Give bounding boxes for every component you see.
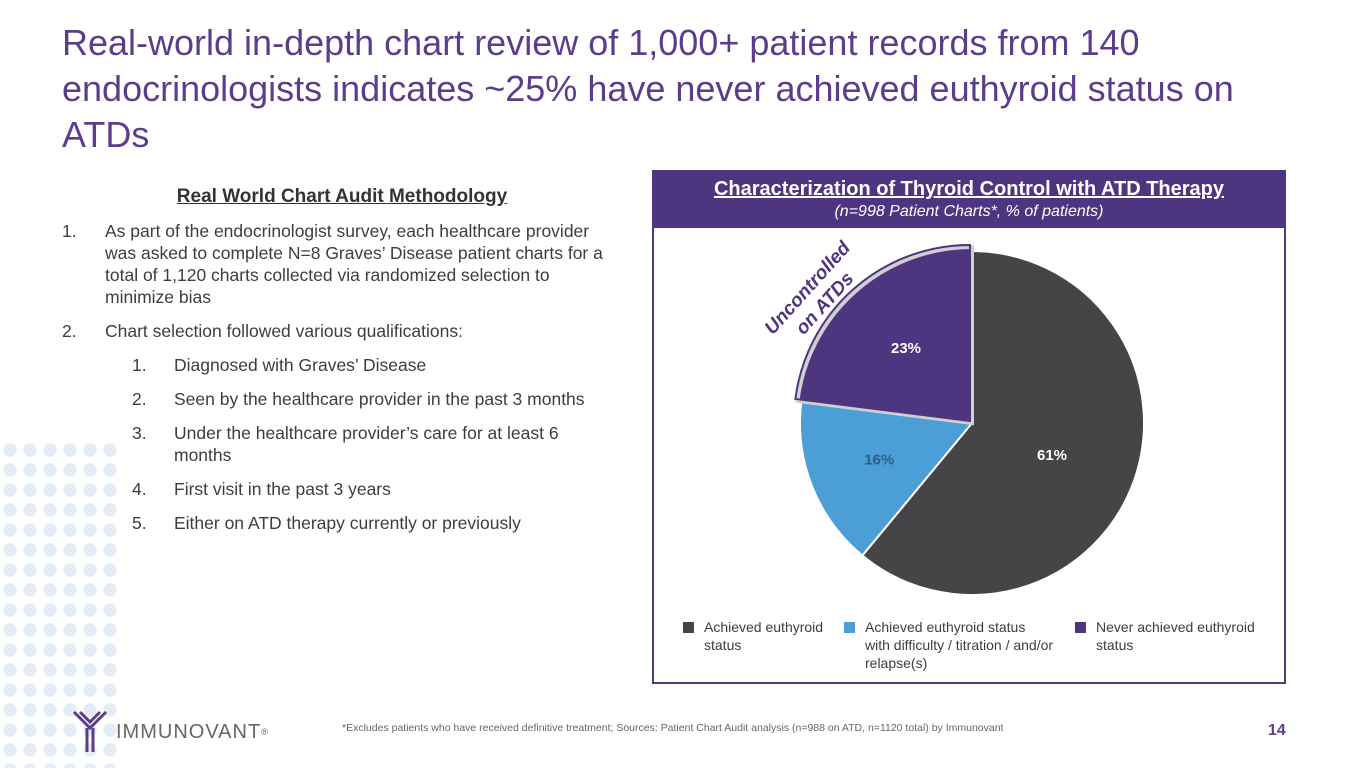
item-text: Either on ATD therapy currently or previ… [174, 513, 521, 533]
methodology-section: Real World Chart Audit Methodology 1. As … [62, 186, 622, 546]
legend-swatch [844, 622, 855, 633]
data-label: 61% [1037, 447, 1067, 464]
item-number: 2. [132, 389, 147, 409]
item-number: 1. [62, 221, 77, 241]
data-label: 23% [891, 340, 921, 357]
item-number: 4. [132, 479, 147, 499]
item-text: First visit in the past 3 years [174, 479, 391, 499]
list-item: 1. As part of the endocrinologist survey,… [62, 220, 622, 308]
item-text: Chart selection followed various qualifi… [105, 321, 463, 341]
item-number: 3. [132, 423, 147, 443]
chart-subtitle: (n=998 Patient Charts*, % of patients) [834, 203, 1104, 220]
slide-title: Real-world in-depth chart review of 1,00… [62, 22, 1234, 155]
item-text: Diagnosed with Graves’ Disease [174, 355, 427, 375]
methodology-heading: Real World Chart Audit Methodology [176, 186, 508, 207]
legend-item: Achieved euthyroid status [683, 618, 833, 654]
list-item: 2. Chart selection followed various quali… [62, 320, 622, 342]
item-number: 1. [132, 355, 147, 375]
logo-registered-mark: ® [261, 727, 268, 737]
sub-list-item: 3. Under the healthcare provider’s care f… [62, 422, 592, 466]
legend-label: Never achieved euthyroid status [1096, 619, 1255, 653]
chart-panel: Characterization of Thyroid Control with… [652, 170, 1286, 684]
data-label: 16% [864, 452, 894, 469]
sub-list-item: 2. Seen by the healthcare provider in the… [62, 388, 592, 410]
item-text: As part of the endocrinologist survey, e… [105, 221, 603, 307]
legend-swatch [1075, 622, 1086, 633]
pie-slice-outline [794, 243, 971, 423]
legend-label: Achieved euthyroid status [704, 619, 824, 653]
pie-slice [799, 400, 974, 557]
logo-antibody-icon [72, 710, 108, 752]
page-number: 14 [1268, 722, 1286, 739]
chart-title: Characterization of Thyroid Control with… [713, 178, 1225, 200]
item-text: Under the healthcare provider’s care for… [174, 423, 559, 465]
legend-item: Never achieved euthyroid status [1075, 618, 1275, 654]
logo-text: IMMUNOVANT [116, 720, 262, 743]
sub-list-item: 5. Either on ATD therapy currently or pre… [62, 512, 592, 534]
item-number: 5. [132, 513, 147, 533]
pie-slice [860, 249, 1145, 596]
pie-slice [795, 244, 974, 426]
sub-list-item: 4. First visit in the past 3 years [62, 478, 592, 500]
legend-item: Achieved euthyroid status with difficult… [844, 618, 1054, 672]
item-text: Seen by the healthcare provider in the p… [174, 389, 585, 409]
sub-list-item: 1. Diagnosed with Graves’ Disease [62, 354, 592, 376]
legend-swatch [683, 622, 694, 633]
footnote: *Excludes patients who have received def… [342, 722, 1004, 734]
legend-label: Achieved euthyroid status with difficult… [865, 619, 1054, 671]
item-number: 2. [62, 321, 77, 341]
immunovant-logo: IMMUNOVANT ® [70, 710, 268, 754]
chart-header: Characterization of Thyroid Control with… [654, 172, 1284, 228]
